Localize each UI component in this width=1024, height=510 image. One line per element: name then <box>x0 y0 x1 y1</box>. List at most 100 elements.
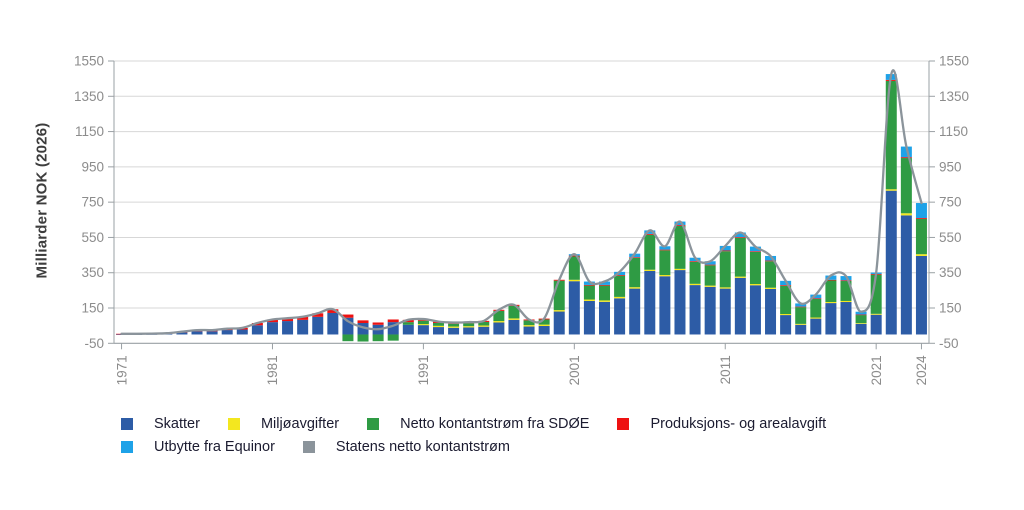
bar-segment[interactable] <box>704 265 716 286</box>
bar-segment[interactable] <box>840 300 852 303</box>
bar-segment[interactable] <box>780 314 792 316</box>
bar-segment[interactable] <box>432 327 444 335</box>
bar-segment[interactable] <box>221 330 233 335</box>
bar-segment[interactable] <box>840 302 852 335</box>
bar-segment[interactable] <box>840 280 852 282</box>
bar-segment[interactable] <box>629 288 641 335</box>
bar-segment[interactable] <box>795 303 807 307</box>
bar-segment[interactable] <box>568 256 580 280</box>
bar-segment[interactable] <box>402 324 414 335</box>
bar-segment[interactable] <box>810 299 822 318</box>
bar-segment[interactable] <box>342 317 354 335</box>
bar-segment[interactable] <box>538 319 550 325</box>
bar-segment[interactable] <box>176 332 188 335</box>
bar-segment[interactable] <box>493 310 505 322</box>
bar-segment[interactable] <box>357 334 369 342</box>
bar-segment[interactable] <box>523 320 535 326</box>
bar-segment[interactable] <box>614 271 626 276</box>
bar-segment[interactable] <box>614 298 626 335</box>
bar-segment[interactable] <box>749 246 761 252</box>
legend-item[interactable]: Skatter <box>121 416 200 432</box>
bar-segment[interactable] <box>478 325 490 327</box>
bar-segment[interactable] <box>629 257 641 258</box>
bar-segment[interactable] <box>825 280 837 303</box>
bar-segment[interactable] <box>568 255 580 257</box>
bar-segment[interactable] <box>689 285 701 335</box>
bar-segment[interactable] <box>795 306 807 308</box>
bar-segment[interactable] <box>312 316 324 335</box>
bar-segment[interactable] <box>297 316 309 320</box>
bar-segment[interactable] <box>719 287 731 289</box>
bar-segment[interactable] <box>599 301 611 335</box>
bar-segment[interactable] <box>508 305 520 319</box>
bar-segment[interactable] <box>387 334 399 341</box>
bar-segment[interactable] <box>463 323 475 327</box>
bar-segment[interactable] <box>749 251 761 252</box>
bar-segment[interactable] <box>508 319 520 335</box>
bar-segment[interactable] <box>674 225 686 269</box>
bar-segment[interactable] <box>825 279 837 281</box>
bar-segment[interactable] <box>568 281 580 335</box>
bar-segment[interactable] <box>734 277 746 335</box>
bar-segment[interactable] <box>704 261 716 265</box>
legend-item[interactable]: Utbytte fra Equinor <box>121 439 275 455</box>
bar-segment[interactable] <box>553 310 565 312</box>
bar-segment[interactable] <box>583 284 595 286</box>
bar-segment[interactable] <box>885 80 897 190</box>
bar-segment[interactable] <box>583 285 595 300</box>
bar-segment[interactable] <box>282 321 294 335</box>
bar-segment[interactable] <box>523 325 535 327</box>
bar-segment[interactable] <box>900 213 912 216</box>
bar-segment[interactable] <box>885 190 897 335</box>
bar-segment[interactable] <box>644 233 656 235</box>
bar-segment[interactable] <box>734 237 746 277</box>
bar-segment[interactable] <box>780 315 792 335</box>
bar-segment[interactable] <box>312 313 324 317</box>
bar-segment[interactable] <box>915 218 927 255</box>
bar-segment[interactable] <box>629 287 641 289</box>
bar-segment[interactable] <box>734 237 746 238</box>
bar-segment[interactable] <box>372 334 384 342</box>
bar-segment[interactable] <box>191 331 203 335</box>
bar-segment[interactable] <box>765 260 777 262</box>
bar-segment[interactable] <box>614 275 626 297</box>
bar-segment[interactable] <box>855 314 867 316</box>
bar-segment[interactable] <box>870 314 882 335</box>
bar-segment[interactable] <box>659 249 671 251</box>
bar-segment[interactable] <box>900 158 912 214</box>
bar-segment[interactable] <box>236 329 248 335</box>
bar-segment[interactable] <box>900 215 912 335</box>
bar-segment[interactable] <box>900 146 912 158</box>
bar-segment[interactable] <box>825 275 837 280</box>
bar-segment[interactable] <box>659 250 671 276</box>
bar-segment[interactable] <box>493 322 505 335</box>
bar-segment[interactable] <box>644 269 656 271</box>
bar-segment[interactable] <box>583 300 595 335</box>
bar-segment[interactable] <box>840 281 852 301</box>
bar-segment[interactable] <box>372 322 384 325</box>
bar-segment[interactable] <box>282 318 294 322</box>
bar-segment[interactable] <box>478 321 490 326</box>
bar-segment[interactable] <box>719 288 731 335</box>
bar-segment[interactable] <box>568 279 580 282</box>
bar-segment[interactable] <box>327 312 339 335</box>
bar-segment[interactable] <box>599 300 611 302</box>
bar-segment[interactable] <box>508 318 520 320</box>
bar-segment[interactable] <box>915 218 927 219</box>
bar-segment[interactable] <box>719 250 731 252</box>
bar-segment[interactable] <box>900 157 912 159</box>
bar-segment[interactable] <box>825 302 837 304</box>
bar-segment[interactable] <box>583 299 595 301</box>
bar-segment[interactable] <box>674 221 686 226</box>
bar-segment[interactable] <box>583 281 595 285</box>
bar-segment[interactable] <box>493 321 505 323</box>
bar-segment[interactable] <box>297 319 309 335</box>
bar-segment[interactable] <box>885 189 897 191</box>
bar-segment[interactable] <box>553 280 565 311</box>
bar-segment[interactable] <box>689 283 701 286</box>
bar-segment[interactable] <box>463 327 475 335</box>
bar-segment[interactable] <box>644 234 656 270</box>
bar-segment[interactable] <box>357 320 369 324</box>
bar-segment[interactable] <box>810 318 822 335</box>
bar-segment[interactable] <box>599 281 611 285</box>
